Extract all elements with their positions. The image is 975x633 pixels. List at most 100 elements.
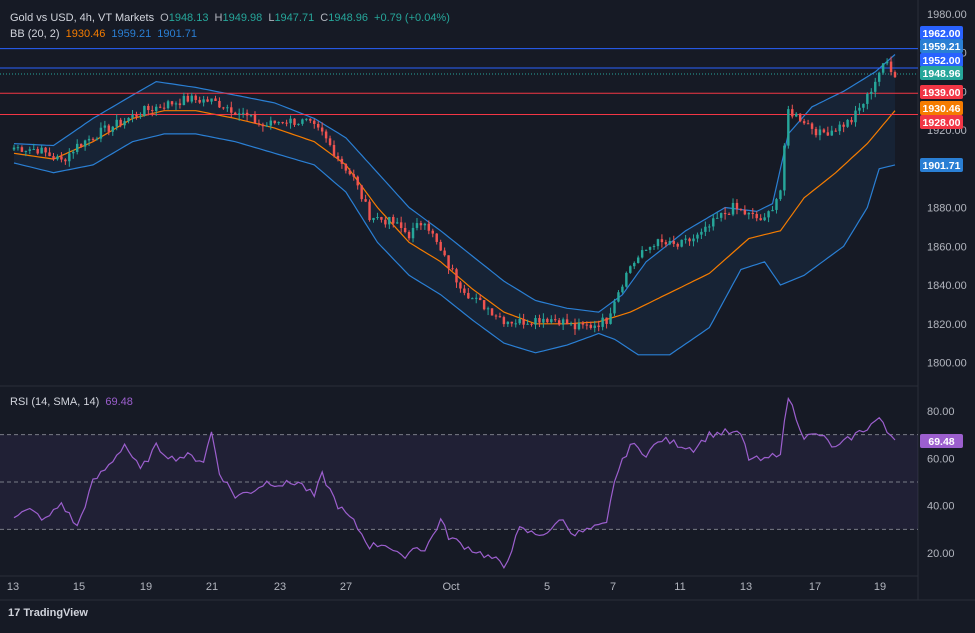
candle-body	[435, 233, 438, 242]
brand-name: TradingView	[23, 607, 88, 619]
candle-body	[372, 217, 375, 221]
candle-body	[368, 201, 371, 221]
candle-body	[846, 119, 849, 127]
candle-body	[779, 190, 782, 200]
candle-body	[336, 155, 340, 159]
candle-body	[16, 147, 20, 149]
candle-body	[403, 227, 407, 233]
price-tag-text: 1930.46	[923, 103, 961, 115]
candle-body	[427, 223, 431, 231]
candle-body	[727, 213, 731, 215]
rsi-line	[13, 396, 896, 570]
candle-body	[443, 250, 446, 256]
candle-body	[316, 123, 320, 128]
candle-body	[656, 239, 660, 247]
candle-body	[170, 101, 174, 105]
ohlc-legend: Gold vs USD, 4h, VT Markets O1948.13 H19…	[10, 12, 453, 24]
candle-body	[265, 125, 269, 127]
candle-body	[735, 202, 739, 209]
candle-body	[68, 153, 71, 162]
candle-body	[320, 127, 324, 132]
candle-body	[577, 322, 581, 330]
candle-body	[261, 124, 265, 127]
price-tag: 1952.00	[920, 53, 963, 67]
time-tick-label: 27	[340, 581, 352, 593]
candle-body	[498, 316, 502, 318]
time-tick-label: 17	[809, 581, 821, 593]
bb-lower-value: 1901.71	[157, 28, 198, 40]
candle-body	[99, 127, 103, 139]
candle-body	[636, 257, 640, 263]
tradingview-logo-icon: 17	[8, 607, 21, 619]
candle-body	[154, 106, 158, 111]
candle-body	[305, 118, 308, 120]
candle-body	[747, 212, 751, 215]
symbol-label[interactable]: Gold vs USD, 4h, VT Markets	[10, 12, 155, 24]
bb-upper-value: 1959.21	[111, 28, 152, 40]
candle-body	[186, 95, 190, 102]
candle-body	[60, 156, 63, 160]
candle-body	[190, 95, 194, 102]
candle-body	[850, 119, 853, 123]
candle-body	[712, 218, 715, 227]
rsi-label[interactable]: RSI (14, SMA, 14)	[10, 396, 100, 408]
price-tag-bg	[920, 66, 963, 80]
candle-body	[127, 117, 130, 122]
candle-body	[881, 63, 885, 73]
candle-body	[870, 91, 873, 94]
candle-body	[107, 125, 111, 132]
price-tag: 1959.21	[920, 39, 963, 53]
candle-body	[834, 130, 837, 132]
rsi-tick-label: 80.00	[927, 406, 955, 418]
candle-body	[139, 115, 142, 117]
time-tick-label: 7	[610, 581, 616, 593]
candle-body	[573, 323, 577, 330]
price-tick-label: 1840.00	[927, 280, 967, 292]
price-tag: 1948.96	[920, 66, 963, 80]
candle-body	[510, 321, 514, 324]
candle-body	[818, 129, 822, 136]
candle-body	[301, 119, 304, 124]
candle-body	[502, 317, 506, 325]
candle-body	[419, 223, 423, 226]
candle-body	[546, 318, 549, 323]
candle-body	[253, 114, 257, 124]
candle-body	[285, 122, 288, 124]
rsi-value: 69.48	[105, 396, 133, 408]
time-tick-label: 21	[206, 581, 218, 593]
candle-body	[775, 199, 778, 210]
candle-body	[206, 99, 209, 102]
candle-body	[348, 170, 352, 175]
candle-body	[447, 255, 450, 269]
bb-band-fill	[14, 54, 895, 355]
price-tag: 1930.46	[920, 101, 963, 115]
price-tag-bg	[920, 115, 963, 129]
candle-body	[565, 319, 569, 325]
candle-body	[585, 324, 589, 326]
candle-body	[174, 103, 178, 105]
bb-label[interactable]: BB (20, 2)	[10, 28, 60, 40]
candle-body	[806, 123, 810, 125]
candle-body	[688, 238, 691, 242]
bb-basis-line	[13, 110, 896, 325]
candle-body	[893, 72, 897, 78]
candle-body	[471, 298, 474, 300]
candle-body	[147, 105, 150, 111]
candle-body	[490, 308, 494, 316]
candle-body	[91, 138, 95, 140]
candle-body	[723, 213, 727, 215]
candle-body	[866, 93, 869, 104]
candle-body	[791, 109, 794, 117]
candle-body	[482, 300, 486, 310]
candle-body	[83, 140, 87, 147]
candle-body	[550, 319, 553, 323]
time-tick-label: 13	[740, 581, 752, 593]
close-value: 1948.96	[328, 12, 368, 24]
rsi-tick-label: 20.00	[927, 548, 955, 560]
candle-body	[119, 119, 122, 126]
candle-body	[822, 129, 826, 133]
tradingview-logo[interactable]: 17 TradingView	[8, 607, 88, 619]
candle-body	[771, 209, 774, 212]
